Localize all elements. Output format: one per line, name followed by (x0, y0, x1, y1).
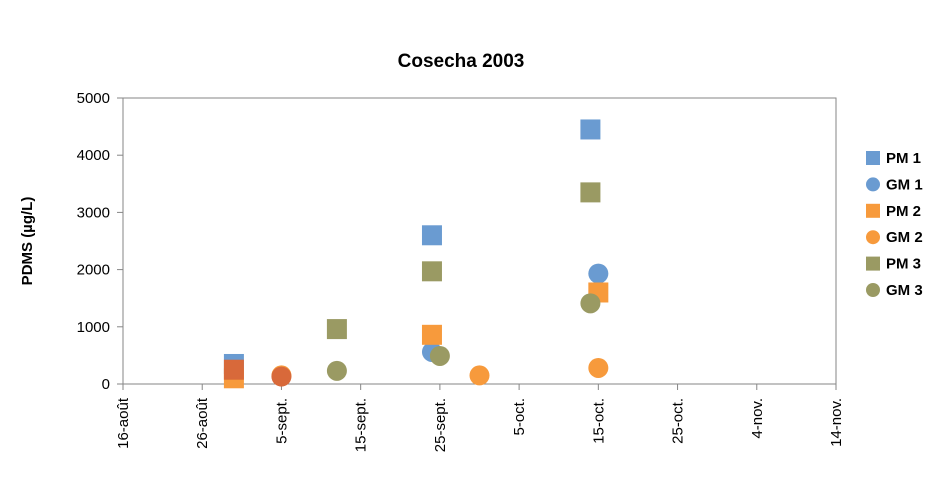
legend-marker-pm2 (866, 203, 880, 218)
point-gm2 (469, 365, 490, 386)
point-overlap (271, 366, 292, 387)
legend-marker-pm3 (866, 256, 880, 271)
legend-label-pm3: PM 3 (886, 256, 921, 273)
chart-title: Cosecha 2003 (398, 51, 525, 72)
y-tick-label: 3000 (77, 204, 110, 221)
point-pm3 (580, 182, 601, 203)
legend-label-gm1: GM 1 (886, 176, 923, 193)
legend-marker-pm1 (866, 151, 880, 165)
legend-label-gm2: GM 2 (886, 229, 923, 246)
y-tick-label: 2000 (77, 262, 110, 279)
x-tick-label: 5-oct. (511, 398, 528, 436)
x-tick-label: 15-sept. (353, 398, 370, 452)
legend-label-pm2: PM 2 (886, 203, 921, 220)
point-gm3 (429, 345, 450, 366)
point-pm2 (421, 324, 442, 345)
point-pm1 (421, 225, 442, 246)
y-tick-label: 5000 (77, 90, 110, 107)
point-gm3 (580, 293, 601, 314)
x-tick-label: 26-août (194, 397, 211, 449)
legend-marker-gm1 (866, 177, 880, 192)
legend-label-gm3: GM 3 (886, 282, 923, 299)
x-tick-label: 4-nov. (749, 398, 766, 439)
point-gm2 (588, 357, 609, 378)
x-tick-label: 16-août (115, 397, 132, 449)
legend-marker-gm2 (866, 230, 880, 245)
legend-label-pm1: PM 1 (886, 150, 921, 167)
legend: PM 1 GM 1 PM 2 GM 2 PM 3 GM 3 (866, 150, 923, 299)
x-tick-label: 25-sept. (432, 398, 449, 452)
y-axis: 0 1000 2000 3000 4000 5000 (77, 90, 123, 393)
y-axis-label: PDMS (µg/L) (19, 197, 36, 286)
point-pm3 (326, 319, 347, 340)
point-pm1 (580, 119, 601, 140)
point-pm3 (421, 261, 442, 282)
plot-area (122, 97, 837, 385)
x-tick-label: 14-nov. (828, 398, 845, 447)
legend-marker-gm3 (866, 283, 880, 297)
point-gm3 (326, 360, 347, 381)
x-axis: 16-août 26-août 5-sept. 15-sept. 25-sept. 5-o… (115, 384, 845, 452)
y-tick-label: 1000 (77, 319, 110, 336)
x-tick-label: 15-oct. (590, 398, 607, 444)
point-gm1 (588, 263, 609, 284)
data-points (223, 119, 609, 389)
y-tick-label: 4000 (77, 147, 110, 164)
point-overlap (223, 359, 244, 380)
x-tick-label: 25-oct. (670, 398, 687, 444)
x-tick-label: 5-sept. (273, 398, 290, 444)
y-tick-label: 0 (102, 376, 110, 393)
